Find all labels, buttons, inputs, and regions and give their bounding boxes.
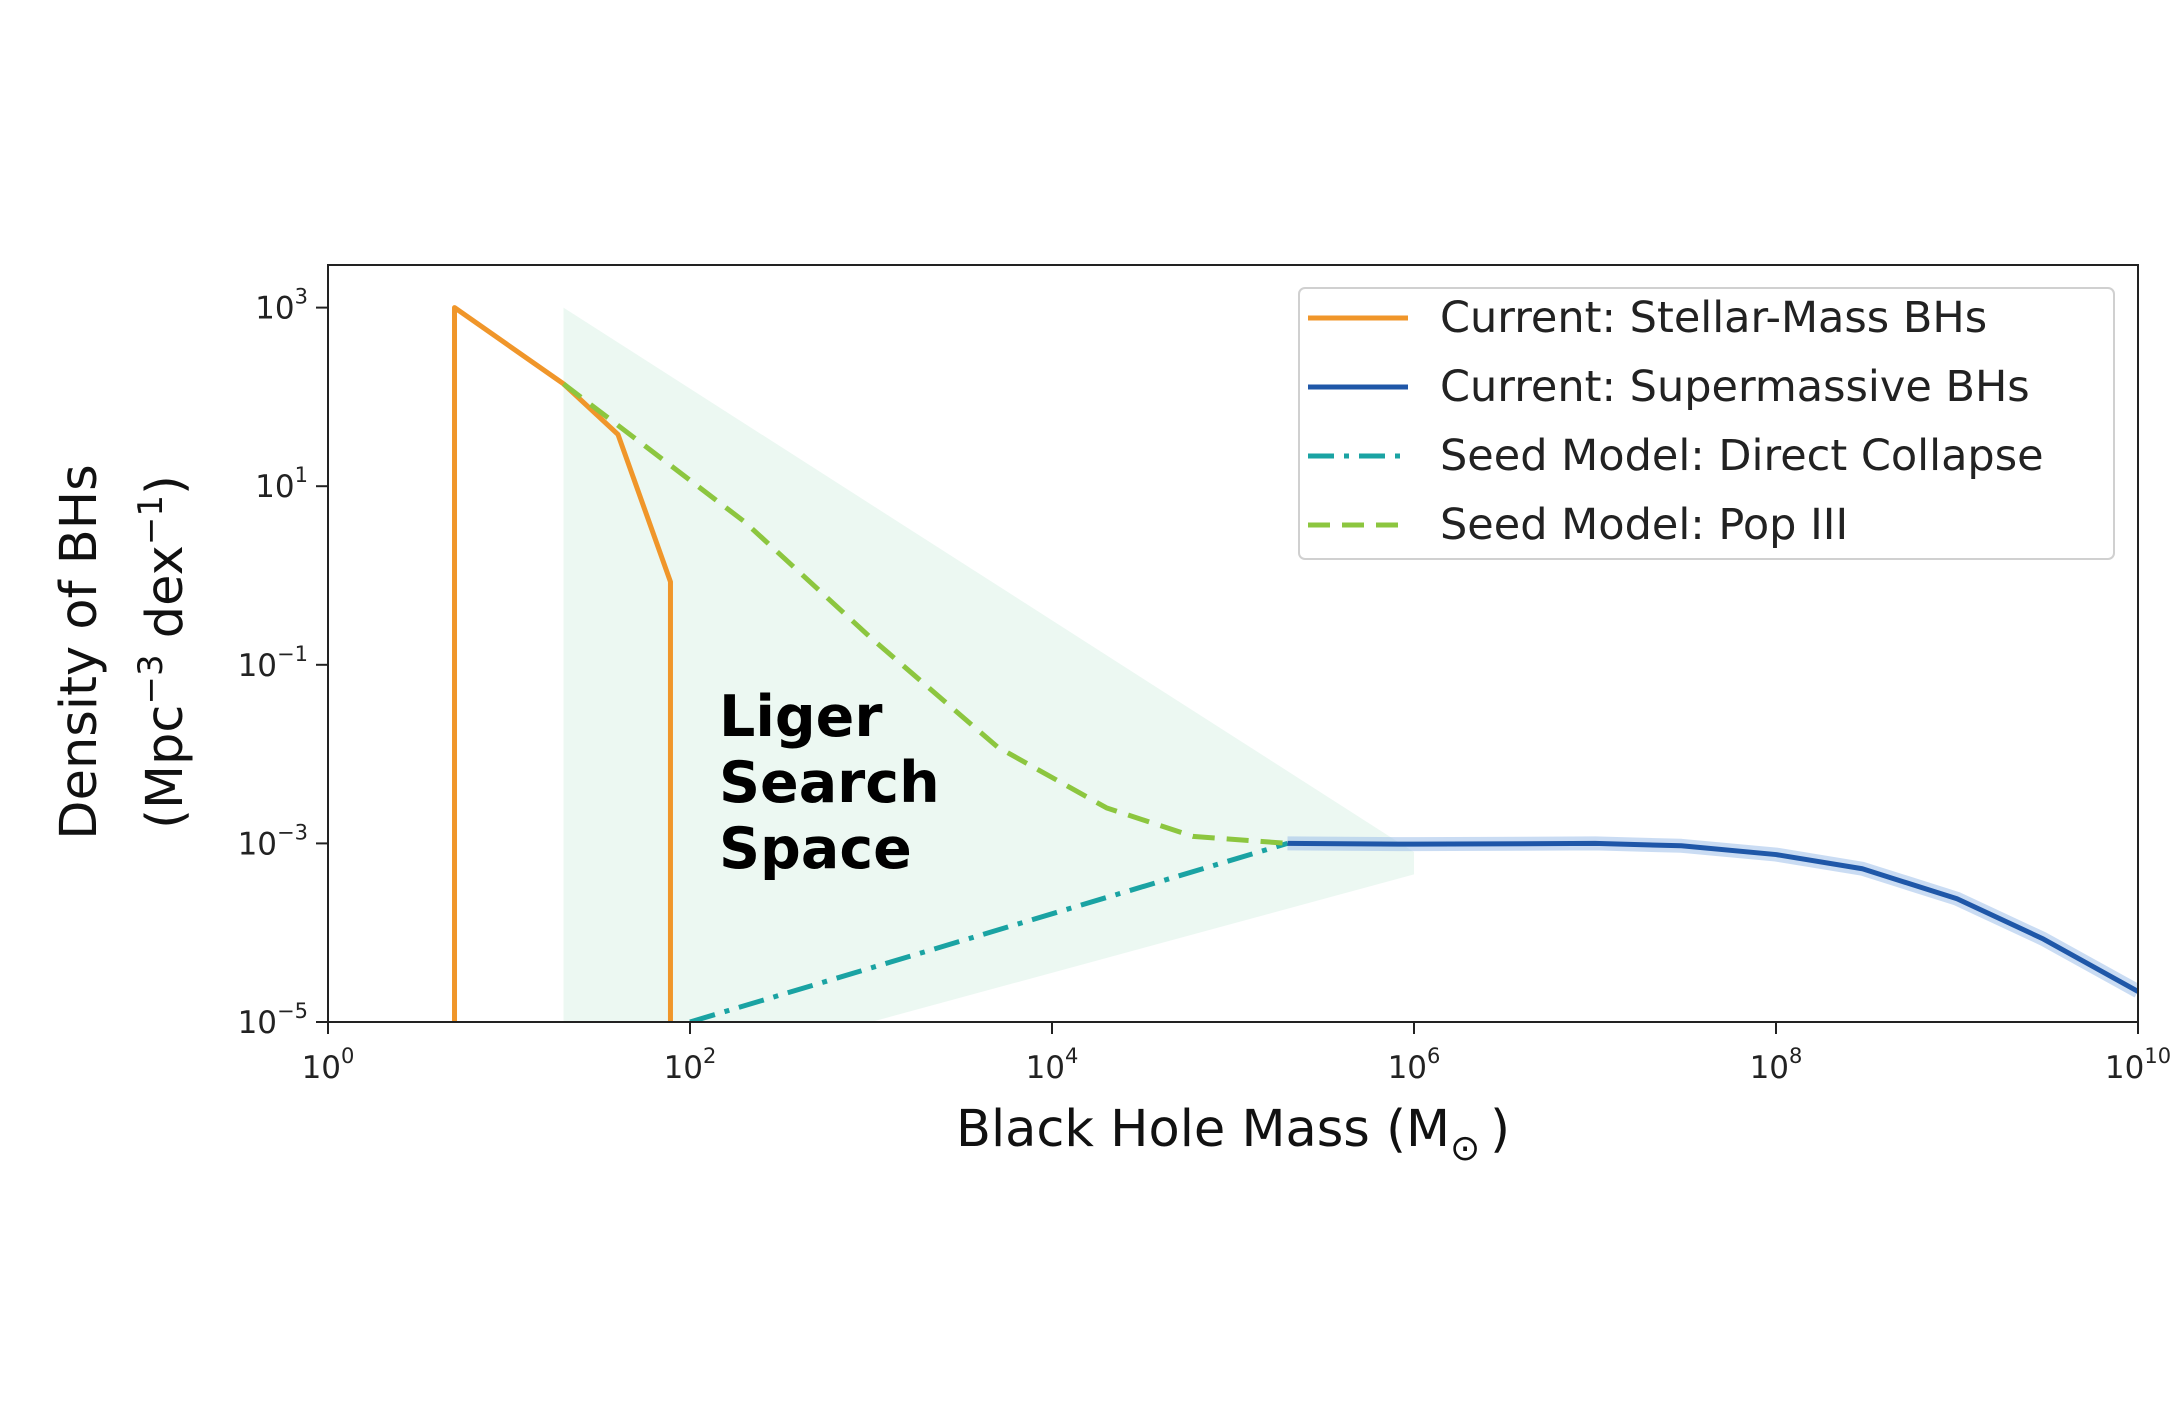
plot-area [452,305,2138,1022]
legend: Current: Stellar-Mass BHs Current: Super… [1298,287,2115,560]
search-space-region [563,307,1414,1022]
y-tick-label: 10−1 [238,642,308,684]
x-tick-label: 104 [1026,1044,1079,1086]
x-tick-label: 108 [1750,1044,1803,1086]
pop-iii-line [561,381,1288,846]
annotation-line-2: Search [719,750,940,816]
legend-label-stellar: Current: Stellar-Mass BHs [1440,293,1987,343]
x-axis-label: Black Hole Mass (M⊙) [956,1100,1510,1169]
y-tick-label: 10−3 [238,820,308,862]
legend-label-direct-collapse: Seed Model: Direct Collapse [1440,431,2044,481]
plot-frame [327,264,2139,1023]
x-tick-label: 100 [302,1044,355,1086]
y-tick-label: 103 [255,285,308,327]
annotation-line-1: Liger [719,684,882,750]
direct-collapse-line [689,841,1289,1022]
legend-label-supermassive: Current: Supermassive BHs [1440,362,2030,412]
y-tick-label: 101 [255,463,308,505]
x-tick-label: 1010 [2105,1044,2171,1086]
axes: 100 102 104 106 108 1010 103 101 10−1 10−3 10−5 [238,264,2171,1086]
plot-content [452,305,2138,1022]
liger-search-space-annotation: Liger Search Space [719,684,940,882]
y-axis-label-line1: Density of BHs [50,464,109,839]
legend-frame [1298,287,2115,560]
x-tick-label: 102 [664,1044,717,1086]
x-tick-label: 106 [1388,1044,1441,1086]
y-tick-label: 10−5 [238,999,308,1041]
annotation-line-3: Space [719,816,912,882]
y-axis-label: Density of BHs (Mpc−3 dex−1) [50,464,195,839]
stellar-mass-line [452,305,673,1022]
legend-label-pop-iii: Seed Model: Pop III [1440,500,1848,550]
y-axis-label-line2: (Mpc−3 dex−1) [131,475,195,829]
supermassive-line [1287,840,2138,994]
